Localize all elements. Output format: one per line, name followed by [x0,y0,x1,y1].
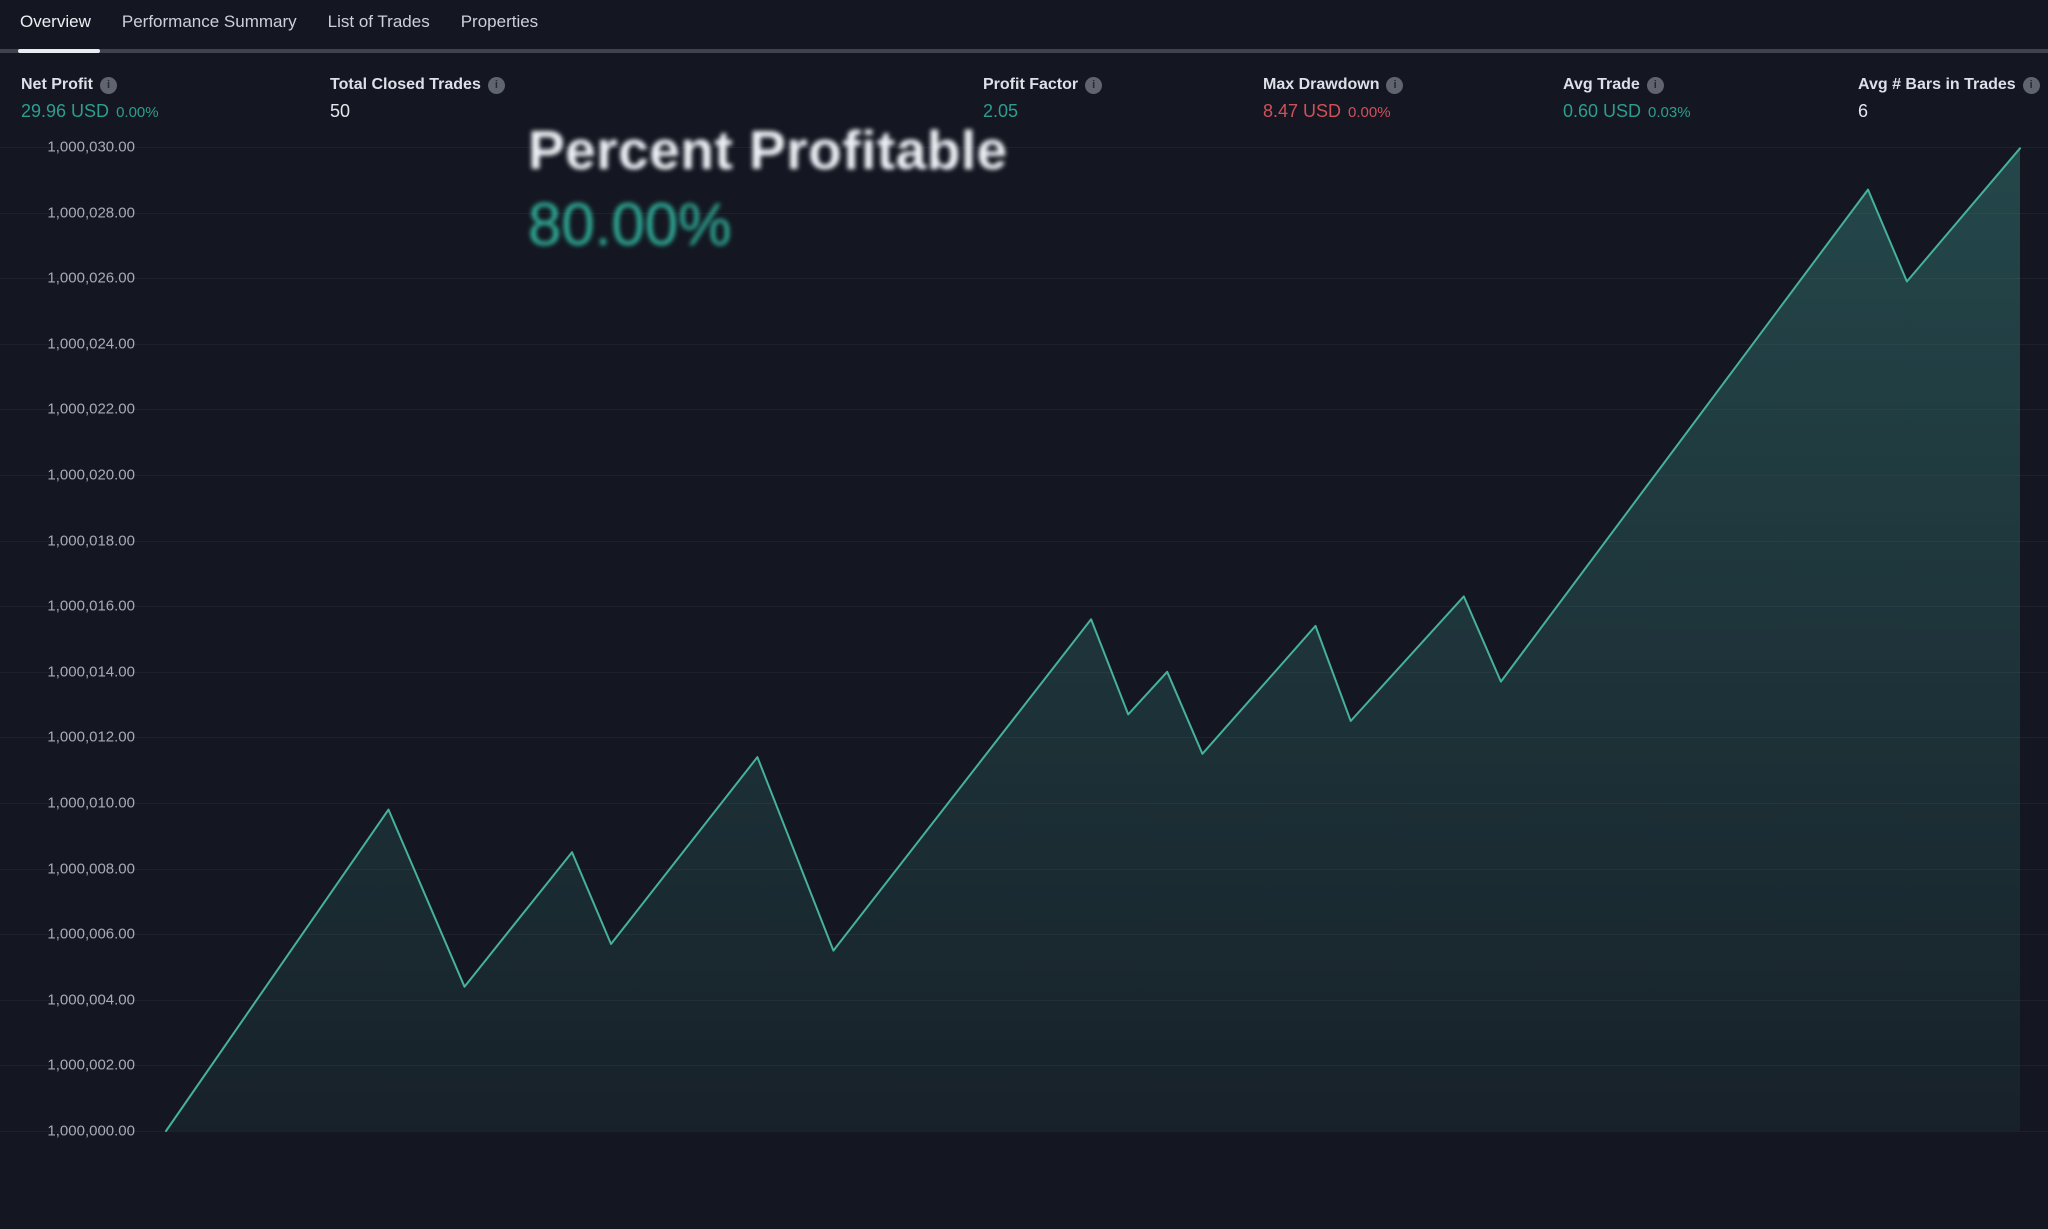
stat-max-drawdown: Max Drawdown i 8.47 USD 0.00% [1263,76,1404,122]
stat-value: 8.47 USD [1263,101,1342,121]
y-axis-label: 1,000,008.00 [47,860,135,878]
tab-properties[interactable]: Properties [460,12,539,31]
stat-label: Net Profit [21,76,93,93]
stat-label: Profit Factor [983,76,1079,93]
stat-percent: 0.03% [1648,104,1691,121]
stat-net-profit: Net Profit i 29.96 USD 0.00% [21,76,159,122]
tab-overview[interactable]: Overview [20,12,91,31]
stat-profit-factor: Profit Factor i 2.05 [983,76,1103,122]
y-axis-label: 1,000,026.00 [47,269,135,287]
stat-label: Avg # Bars in Trades [1858,76,2016,93]
y-axis-label: 1,000,022.00 [47,400,135,418]
stat-total-closed-trades: Total Closed Trades i 50 [330,76,505,122]
y-axis-label: 1,000,018.00 [47,532,135,550]
info-icon[interactable]: i [2022,76,2040,94]
stat-value: 0.60 USD [1563,101,1642,121]
info-icon[interactable]: i [487,76,505,94]
stat-percent: 0.00% [1348,104,1391,121]
stat-value: 2.05 [983,101,1019,121]
gridline [0,278,2048,280]
gridline [0,1131,2048,1132]
gridline [0,671,2048,673]
stat-avg-bars-in-trades: Avg # Bars in Trades i 6 [1858,76,2040,122]
gridline [0,212,2048,214]
y-axis-label: 1,000,024.00 [47,335,135,353]
stat-percent: 0.00% [116,104,159,121]
info-icon[interactable]: i [1646,76,1664,94]
equity-line [165,147,2021,1132]
y-axis-label: 1,000,010.00 [47,794,135,812]
stat-label: Avg Trade [1563,76,1640,93]
tab-performance-summary[interactable]: Performance Summary [121,12,297,31]
y-axis-label: 1,000,006.00 [47,925,135,943]
tab-bar: Overview Performance Summary List of Tra… [0,0,2048,53]
y-axis-label: 1,000,016.00 [47,597,135,615]
y-axis-label: 1,000,002.00 [47,1056,135,1074]
tab-underline-track [0,49,2048,53]
gridline [0,409,2048,411]
y-axis-label: 1,000,014.00 [47,663,135,681]
gridline [0,343,2048,345]
stat-label: Max Drawdown [1263,76,1380,93]
info-icon[interactable]: i [100,76,117,94]
tab-list-of-trades[interactable]: List of Trades [327,12,430,31]
gridline [0,540,2048,542]
stat-avg-trade: Avg Trade i 0.60 USD 0.03% [1563,76,1691,122]
equity-area [166,148,2020,1132]
y-axis-label: 1,000,020.00 [47,466,135,484]
stat-label: Total Closed Trades [330,76,481,93]
y-axis-label: 1,000,012.00 [47,728,135,746]
active-tab-indicator [18,49,100,53]
stat-value: 50 [330,101,351,121]
y-axis-label: 1,000,028.00 [47,204,135,222]
y-axis-label: 1,000,004.00 [47,991,135,1009]
gridline [0,147,2048,148]
gridline [0,475,2048,476]
y-axis-label: 1,000,000.00 [47,1122,135,1140]
info-icon[interactable]: i [1386,76,1404,94]
stat-value: 6 [1858,101,1869,121]
info-icon[interactable]: i [1085,76,1103,94]
stat-value: 29.96 USD [21,101,110,121]
y-axis-label: 1,000,030.00 [47,138,135,156]
gridline [0,606,2048,608]
